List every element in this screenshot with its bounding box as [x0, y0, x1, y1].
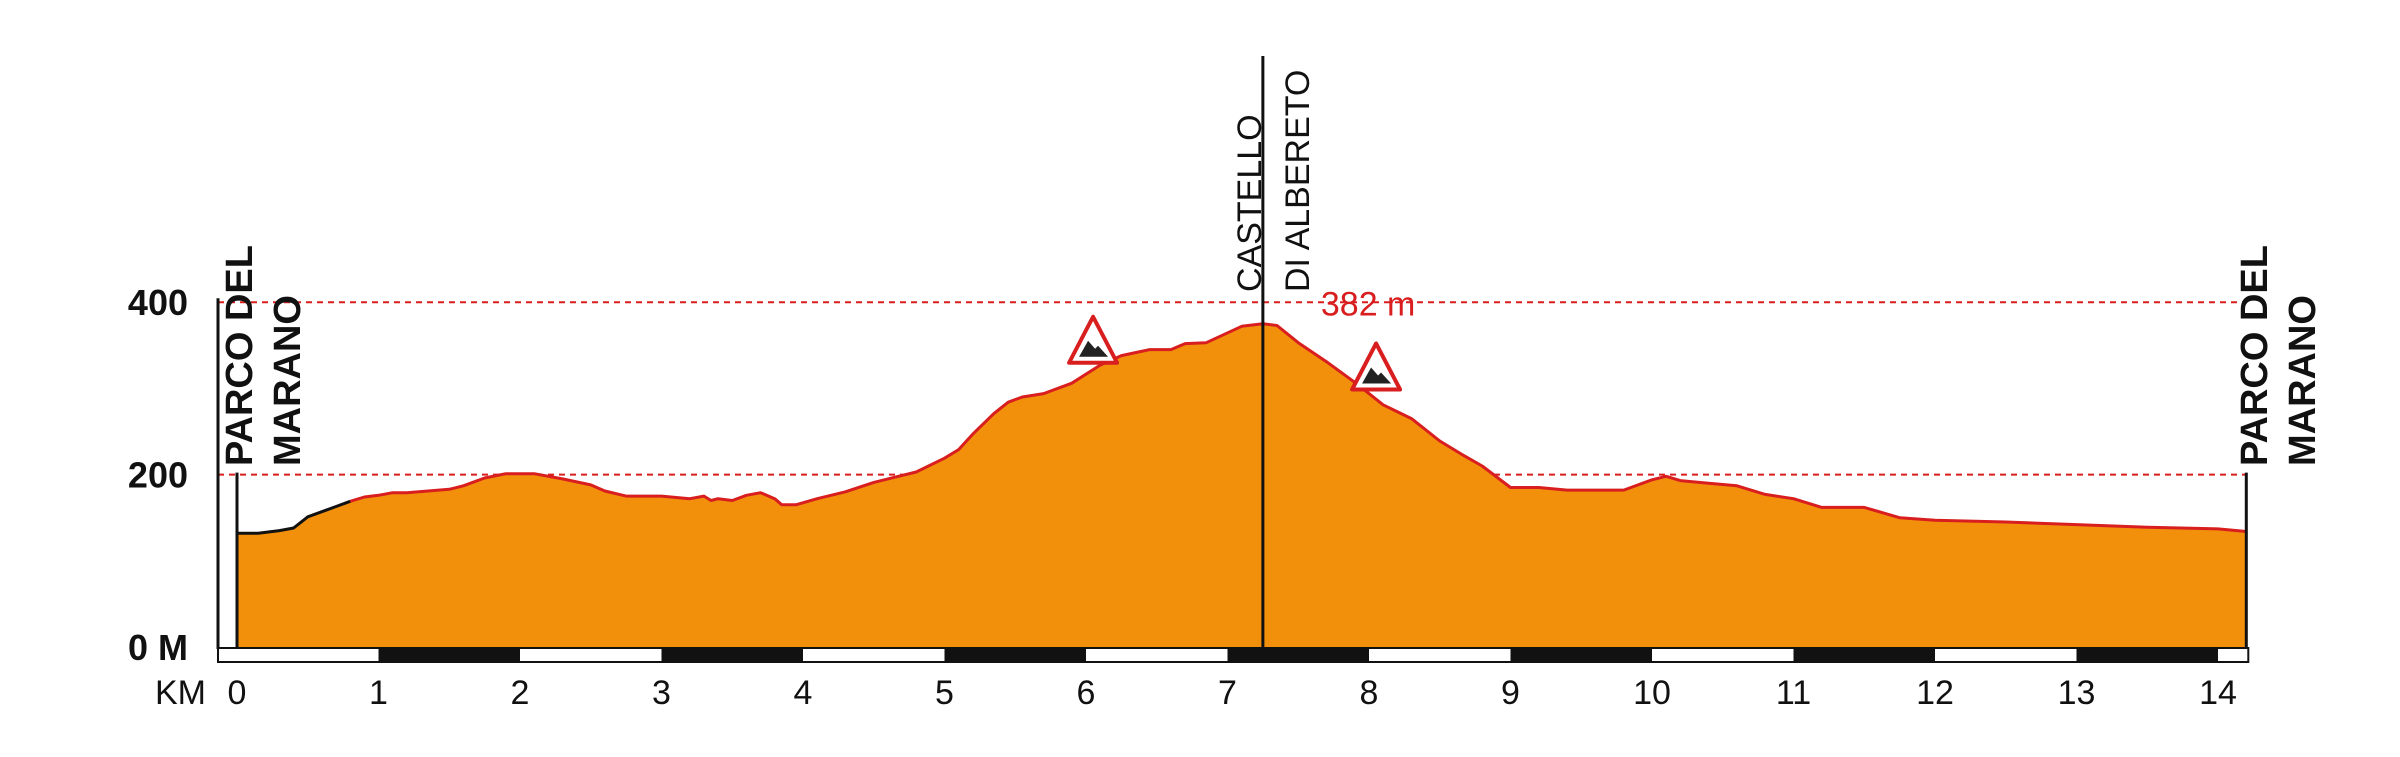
place-label-2: PARCO DEL MARANO — [2234, 245, 2324, 466]
climb-marker-icon — [1067, 314, 1120, 365]
mountain-glyph — [1362, 367, 1392, 384]
mountain-glyph — [1079, 340, 1109, 357]
x-tick-label-13: 13 — [2058, 674, 2096, 712]
x-tick-label-10: 10 — [1633, 674, 1671, 712]
place-label-line: PARCO DEL — [219, 245, 261, 466]
x-tick-label-14: 14 — [2199, 674, 2237, 712]
km-bar-segment-7 — [1227, 649, 1369, 661]
elevation-outline — [349, 322, 2247, 533]
km-bar-segment-5 — [944, 649, 1086, 661]
place-label-line: MARANO — [2282, 295, 2324, 466]
x-tick-label-9: 9 — [1501, 674, 1520, 712]
y-tick-label-0: 0 M — [128, 627, 188, 668]
axes — [216, 56, 2248, 649]
triangle-frame — [1350, 341, 1403, 392]
place-label-line: CASTELLO — [1231, 114, 1269, 292]
km-bar-segment-13 — [2076, 649, 2218, 661]
place-label-line: PARCO DEL — [2234, 245, 2276, 466]
place-label-line: DI ALBERETO — [1279, 70, 1317, 292]
place-label-line: MARANO — [267, 295, 309, 466]
x-tick-label-4: 4 — [794, 674, 813, 712]
y-axis-labels: 0 M 200 400 — [128, 282, 188, 668]
elevation-area — [237, 323, 2247, 647]
km-bar-segment-1 — [378, 649, 520, 661]
km-bar-segment-11 — [1793, 649, 1935, 661]
x-axis-title: KM — [155, 674, 206, 712]
place-label-0: PARCO DEL MARANO — [219, 245, 309, 466]
x-tick-label-2: 2 — [511, 674, 530, 712]
place-label-1: CASTELLO DI ALBERETO — [1231, 70, 1317, 292]
triangle-frame — [1067, 314, 1120, 365]
km-scale-bar — [217, 647, 2250, 663]
km-bar-segment-9 — [1510, 649, 1652, 661]
peak-annotation: 382 m — [1321, 286, 1416, 324]
climb-markers — [1067, 314, 1403, 392]
x-tick-label-12: 12 — [1916, 674, 1954, 712]
km-bar-segment-3 — [661, 649, 803, 661]
x-tick-label-7: 7 — [1218, 674, 1237, 712]
peak-elevation-label: 382 m — [1321, 286, 1416, 324]
x-axis-labels: KM 0 1 2 3 4 5 6 7 8 9 10 11 12 13 14 — [155, 674, 2237, 712]
x-tick-label-1: 1 — [369, 674, 388, 712]
x-tick-label-3: 3 — [652, 674, 671, 712]
x-tick-label-11: 11 — [1776, 674, 1811, 712]
elevation-outline-start — [237, 499, 351, 535]
x-tick-label-6: 6 — [1077, 674, 1096, 712]
climb-marker-icon — [1350, 341, 1403, 392]
y-tick-label-400: 400 — [128, 282, 188, 323]
x-tick-label-5: 5 — [935, 674, 954, 712]
y-tick-label-200: 200 — [128, 455, 188, 496]
x-tick-label-8: 8 — [1360, 674, 1379, 712]
x-tick-label-0: 0 — [228, 674, 247, 712]
